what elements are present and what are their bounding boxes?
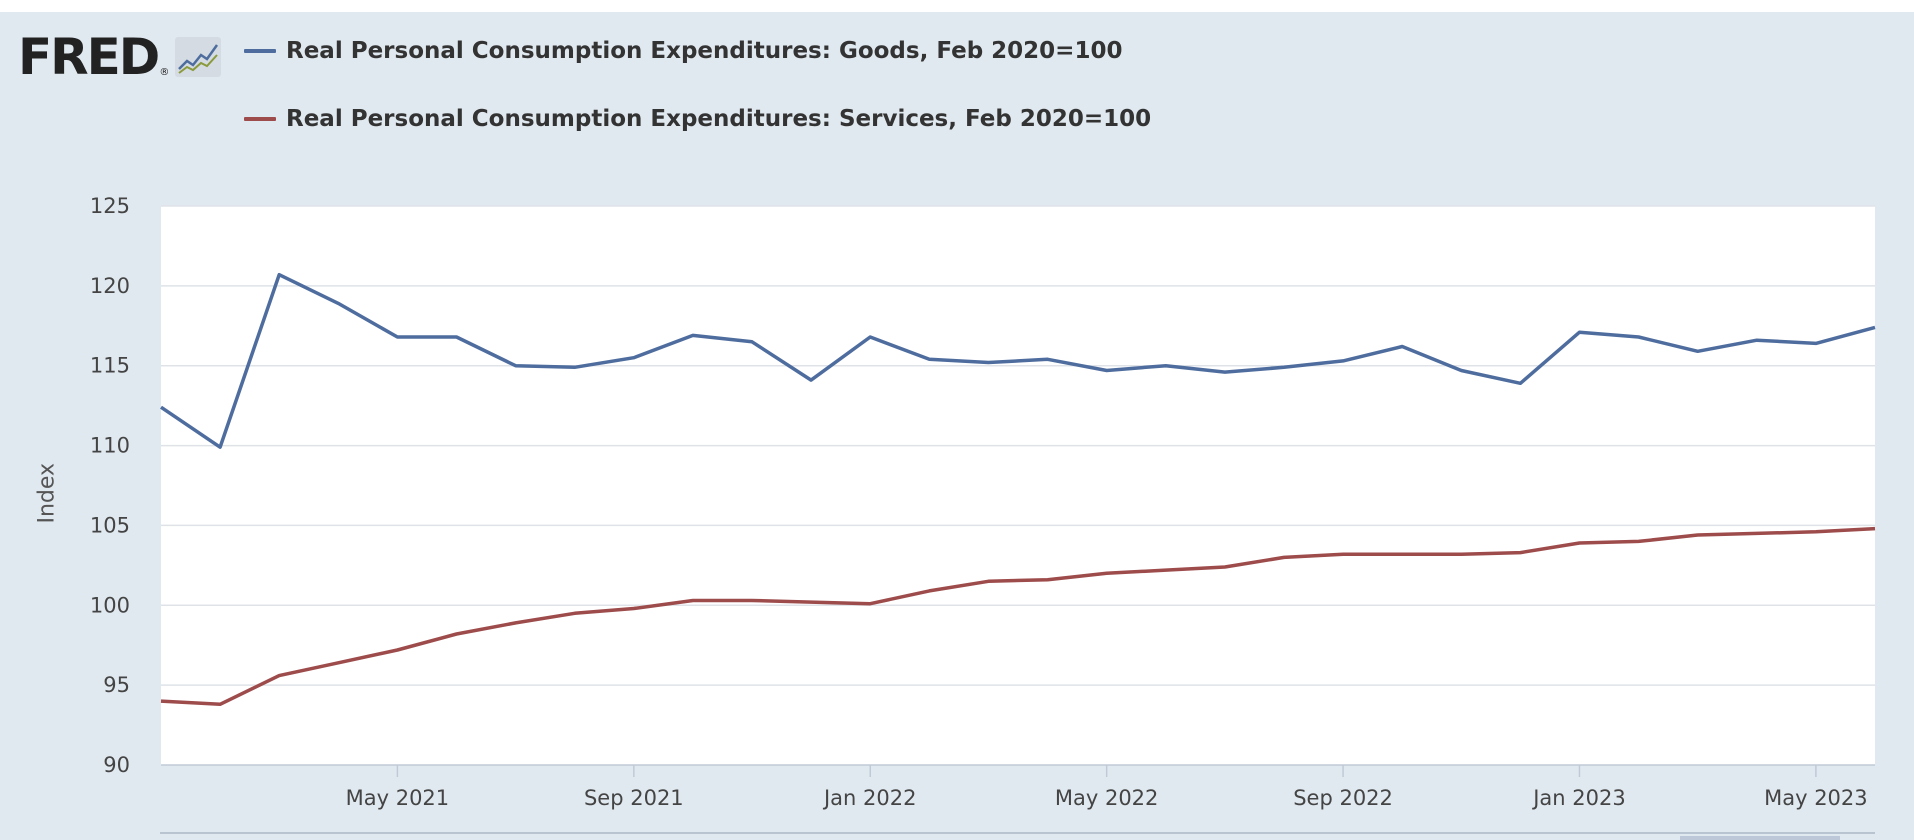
navigator-handle[interactable] xyxy=(1680,836,1840,840)
chart-header: FRED ® Real Personal Consumption Expendi… xyxy=(0,12,1914,162)
series-lines xyxy=(160,272,1876,707)
legend-swatch-goods xyxy=(244,49,276,53)
y-tick-label: 120 xyxy=(90,274,130,298)
fred-logo[interactable]: FRED ® xyxy=(18,28,222,86)
x-tick-label: Jan 2022 xyxy=(822,786,917,810)
x-tick-label: May 2023 xyxy=(1764,786,1868,810)
y-tick-label: 110 xyxy=(90,434,130,458)
plot-area xyxy=(161,206,1875,765)
y-tick-label: 100 xyxy=(90,593,130,617)
series-line-goods[interactable] xyxy=(160,272,1876,449)
y-tick-label: 115 xyxy=(90,354,130,378)
y-axis-ticks: 90 95 100 105 110 115 120 125 xyxy=(90,194,130,777)
x-tick-label: Sep 2021 xyxy=(584,786,684,810)
grid-lines xyxy=(161,205,1875,766)
legend-swatch-services xyxy=(244,117,276,121)
x-axis-ticks: May 2021 Sep 2021 Jan 2022 May 2022 Sep 2022… xyxy=(346,765,1868,810)
y-tick-label: 90 xyxy=(103,753,130,777)
y-tick-label: 105 xyxy=(90,513,130,537)
x-tick-label: May 2021 xyxy=(346,786,450,810)
registered-mark: ® xyxy=(159,67,170,78)
x-tick-label: May 2022 xyxy=(1055,786,1159,810)
legend-item-services[interactable]: Real Personal Consumption Expenditures: … xyxy=(244,106,1151,132)
top-strip xyxy=(0,0,1914,12)
legend-item-goods[interactable]: Real Personal Consumption Expenditures: … xyxy=(244,38,1122,64)
series-line-services[interactable] xyxy=(160,526,1876,707)
x-tick-label: Jan 2023 xyxy=(1531,786,1626,810)
fred-logo-text: FRED xyxy=(18,28,160,86)
x-tick-label: Sep 2022 xyxy=(1293,786,1393,810)
y-tick-label: 95 xyxy=(103,673,130,697)
line-chart-icon xyxy=(175,37,222,77)
y-tick-label: 125 xyxy=(90,194,130,218)
legend-label-goods: Real Personal Consumption Expenditures: … xyxy=(286,38,1123,64)
range-navigator[interactable] xyxy=(160,832,1875,840)
legend-label-services: Real Personal Consumption Expenditures: … xyxy=(286,106,1152,132)
